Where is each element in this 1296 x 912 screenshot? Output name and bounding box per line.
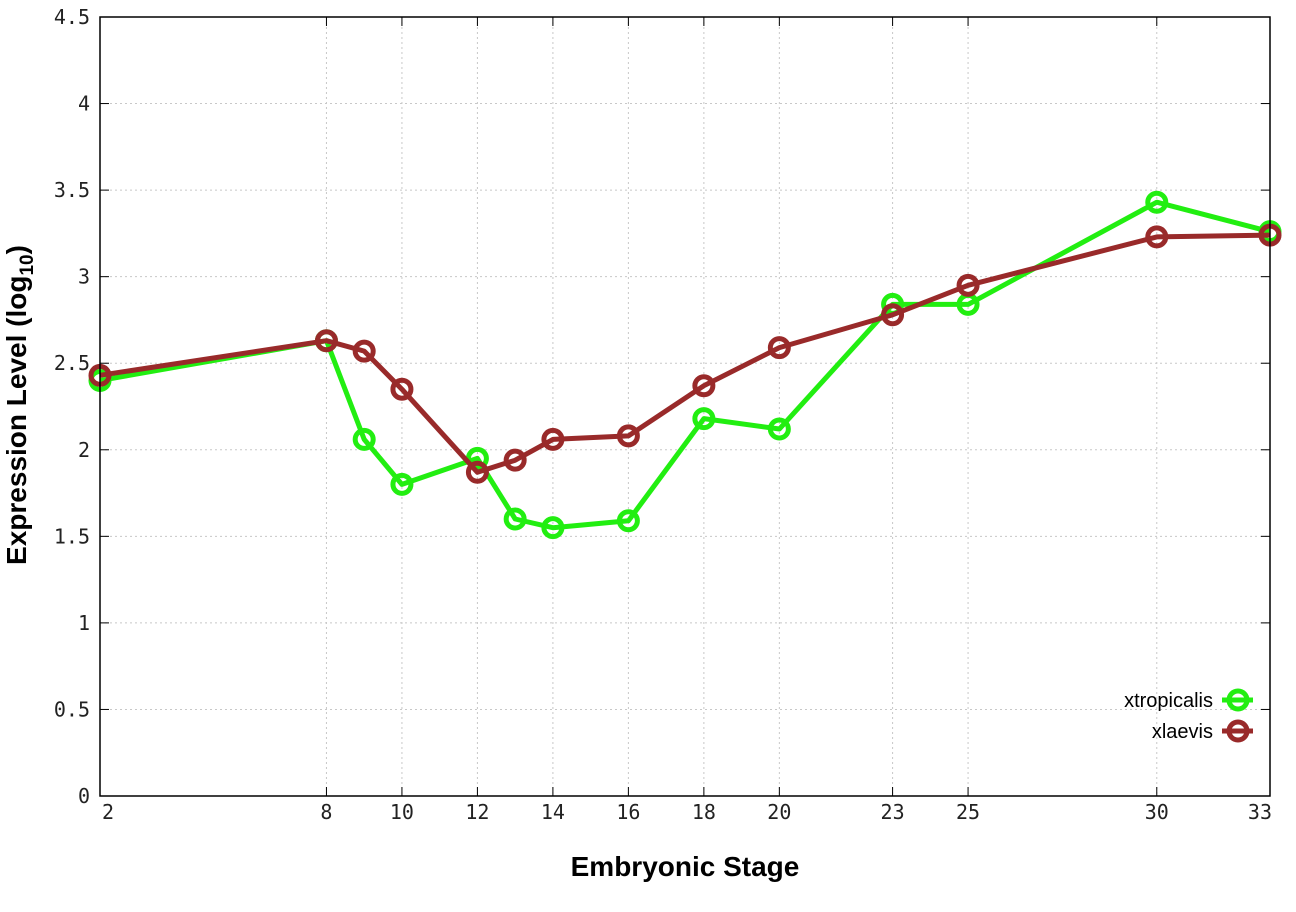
data-point-xtropicalis	[465, 446, 489, 470]
x-tick-label: 20	[767, 800, 791, 824]
data-point-xtropicalis	[541, 516, 565, 540]
x-axis-title: Embryonic Stage	[571, 851, 800, 882]
series-layer	[88, 190, 1282, 540]
x-tick-label: 25	[956, 800, 980, 824]
x-tick-label: 23	[881, 800, 905, 824]
data-point-xlaevis	[956, 273, 980, 297]
y-tick-label: 1	[78, 611, 90, 635]
data-point-xlaevis	[541, 427, 565, 451]
axis-layer: 0 0.5 1 1.5 2 2.5 3 3.5 4 4.5 2 8 10 12 14 16 18 20 23 25 30…	[54, 5, 1272, 824]
data-point-xlaevis	[616, 424, 640, 448]
plot-background	[100, 17, 1270, 796]
y-axis-title-main: Expression Level (log	[1, 276, 32, 565]
data-point-xtropicalis	[767, 417, 791, 441]
data-point-xlaevis	[390, 377, 414, 401]
x-tick-label: 10	[390, 800, 414, 824]
data-point-xlaevis	[503, 448, 527, 472]
x-tick-label: 33	[1248, 800, 1272, 824]
data-point-xlaevis	[1145, 225, 1169, 249]
legend-label-xtropicalis: xtropicalis	[1124, 690, 1213, 712]
data-point-xtropicalis	[616, 509, 640, 533]
legend: xtropicalis xlaevis	[1124, 688, 1253, 743]
x-tick-label: 30	[1145, 800, 1169, 824]
data-point-xlaevis	[692, 374, 716, 398]
legend-swatch-marker-xlaevis	[1226, 719, 1250, 743]
y-tick-label: 2.5	[54, 351, 90, 375]
data-point-xtropicalis	[390, 472, 414, 496]
y-axis-title-suffix: )	[1, 245, 32, 254]
x-tick-label: 14	[541, 800, 565, 824]
data-point-xlaevis	[314, 329, 338, 353]
data-point-xtropicalis	[503, 507, 527, 531]
y-tick-label: 3.5	[54, 178, 90, 202]
y-tick-label: 0.5	[54, 697, 90, 721]
x-tick-label: 12	[465, 800, 489, 824]
x-tick-label: 8	[320, 800, 332, 824]
data-point-xlaevis	[352, 339, 376, 363]
data-point-xtropicalis	[352, 427, 376, 451]
legend-label-xlaevis: xlaevis	[1152, 721, 1213, 743]
data-point-xlaevis	[767, 336, 791, 360]
y-axis-title: Expression Level (log10)	[1, 245, 38, 565]
data-point-xtropicalis	[692, 407, 716, 431]
y-tick-label: 0	[78, 784, 90, 808]
data-point-xlaevis	[881, 303, 905, 327]
y-tick-label: 1.5	[54, 524, 90, 548]
y-tick-label: 4.5	[54, 5, 90, 29]
x-tick-label: 18	[692, 800, 716, 824]
plot-frame	[99, 16, 1271, 797]
x-tick-label: 16	[616, 800, 640, 824]
y-tick-label: 3	[78, 265, 90, 289]
y-tick-label: 2	[78, 438, 90, 462]
data-point-xlaevis	[465, 460, 489, 484]
x-tick-label: 2	[102, 800, 114, 824]
grid-layer	[100, 17, 1270, 796]
data-point-xtropicalis	[1145, 190, 1169, 214]
y-axis-title-subscript: 10	[17, 254, 38, 275]
y-tick-label: 4	[78, 92, 90, 116]
legend-swatch-marker-xtropicalis	[1226, 688, 1250, 712]
